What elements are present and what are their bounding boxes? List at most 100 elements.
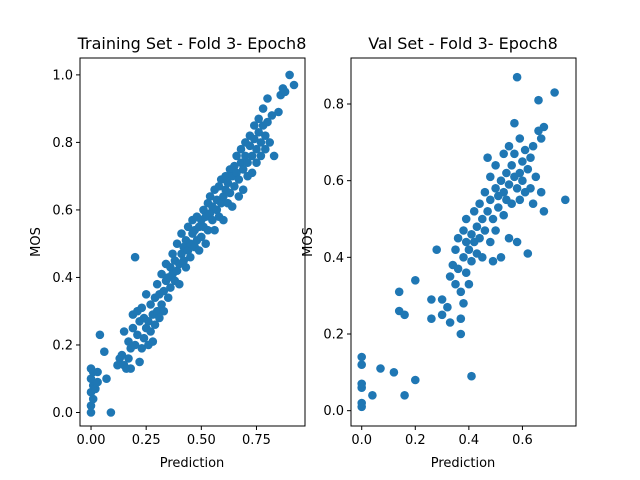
val-data-point xyxy=(389,368,399,377)
training-plot-title: Training Set - Fold 3- Epoch8 xyxy=(77,34,307,53)
training-data-point xyxy=(124,337,133,346)
val-data-point xyxy=(488,256,498,266)
val-data-point xyxy=(507,161,516,170)
training-data-point xyxy=(157,300,166,309)
training-data-point xyxy=(175,279,184,289)
val-data-point xyxy=(499,149,509,159)
val-data-point xyxy=(515,168,525,178)
val-data-point xyxy=(486,237,495,247)
val-data-point xyxy=(499,187,509,197)
training-data-point xyxy=(148,337,158,346)
training-data-point xyxy=(219,215,228,225)
val-data-point xyxy=(496,176,506,185)
training-data-point xyxy=(128,323,138,333)
training-data-point xyxy=(289,80,299,90)
training-data-point xyxy=(212,205,222,215)
training-data-point xyxy=(166,283,175,292)
val-data-point xyxy=(445,318,455,327)
training-data-point xyxy=(210,225,219,235)
val-y-tick-label: 0.6 xyxy=(323,174,344,189)
training-data-point xyxy=(247,168,257,178)
training-x-tick-label: 0.50 xyxy=(187,433,216,448)
val-data-point xyxy=(512,184,522,193)
val-y-tick-label: 0.4 xyxy=(323,251,344,266)
training-data-point xyxy=(157,269,166,279)
val-data-point xyxy=(512,237,522,247)
training-data-point xyxy=(274,107,283,117)
val-data-point xyxy=(491,161,500,170)
val-x-tick-label: 0.6 xyxy=(512,433,533,448)
training-scatter-plot: Training Set - Fold 3- Epoch8 0.00 0.25 0.… xyxy=(29,34,306,471)
training-data-point xyxy=(124,354,133,363)
val-data-point xyxy=(518,157,527,166)
training-data-point xyxy=(250,134,259,144)
val-data-point xyxy=(443,302,452,312)
val-data-point xyxy=(475,233,484,243)
training-data-point xyxy=(254,128,263,137)
training-data-point xyxy=(166,263,175,272)
val-data-point xyxy=(531,172,541,182)
val-data-point xyxy=(510,149,519,159)
training-data-point xyxy=(232,168,241,178)
val-data-point xyxy=(459,252,468,262)
training-points xyxy=(86,70,299,417)
val-data-point xyxy=(536,134,546,143)
val-y-tick-label: 0.0 xyxy=(323,404,344,419)
training-data-point xyxy=(144,317,153,326)
training-data-point xyxy=(86,408,96,417)
training-data-point xyxy=(141,290,151,299)
training-data-point xyxy=(230,182,239,191)
training-data-point xyxy=(126,364,135,373)
training-data-point xyxy=(93,367,102,377)
training-data-point xyxy=(256,151,266,161)
training-data-point xyxy=(216,198,226,208)
val-data-point xyxy=(499,210,509,220)
training-data-point xyxy=(265,138,275,147)
training-data-point xyxy=(205,209,215,218)
val-data-point xyxy=(357,379,367,389)
val-data-point xyxy=(437,295,447,304)
training-data-point xyxy=(181,263,191,272)
training-data-point xyxy=(183,222,193,232)
training-data-point xyxy=(183,246,193,255)
training-data-point xyxy=(168,249,177,259)
val-data-point xyxy=(469,207,479,216)
val-data-point xyxy=(467,371,476,381)
val-data-point xyxy=(518,176,527,185)
training-data-point xyxy=(263,94,272,103)
val-data-point xyxy=(491,184,500,193)
training-data-point xyxy=(267,111,277,120)
val-data-point xyxy=(515,195,525,205)
training-data-point xyxy=(285,70,294,80)
val-data-point xyxy=(475,199,484,208)
training-data-point xyxy=(152,306,162,316)
training-data-point xyxy=(201,239,210,248)
training-y-ticks: 0.0 0.2 0.4 0.6 0.8 1.0 xyxy=(52,68,80,421)
val-data-point xyxy=(561,195,570,205)
val-x-ticks: 0.0 0.2 0.4 0.6 xyxy=(351,426,533,448)
val-x-tick-label: 0.2 xyxy=(405,433,426,448)
val-data-point xyxy=(472,222,482,231)
training-x-axis-label: Prediction xyxy=(160,456,225,471)
val-data-point xyxy=(461,214,471,224)
val-data-point xyxy=(453,264,463,274)
val-data-point xyxy=(427,314,436,324)
val-data-point xyxy=(488,214,498,224)
val-data-point xyxy=(357,398,367,408)
val-x-axis-label: Prediction xyxy=(431,456,496,471)
val-data-point xyxy=(411,276,420,285)
val-data-point xyxy=(494,203,503,212)
val-data-point xyxy=(515,134,525,143)
training-data-point xyxy=(106,408,116,417)
training-x-tick-label: 0.75 xyxy=(242,433,271,448)
val-data-point xyxy=(459,299,468,308)
training-data-point xyxy=(93,377,102,387)
training-data-point xyxy=(223,178,233,188)
training-data-point xyxy=(261,144,270,154)
val-data-point xyxy=(539,122,549,132)
training-data-point xyxy=(205,192,215,201)
training-data-point xyxy=(177,249,186,259)
val-data-point xyxy=(453,233,463,243)
val-data-point xyxy=(411,375,420,385)
